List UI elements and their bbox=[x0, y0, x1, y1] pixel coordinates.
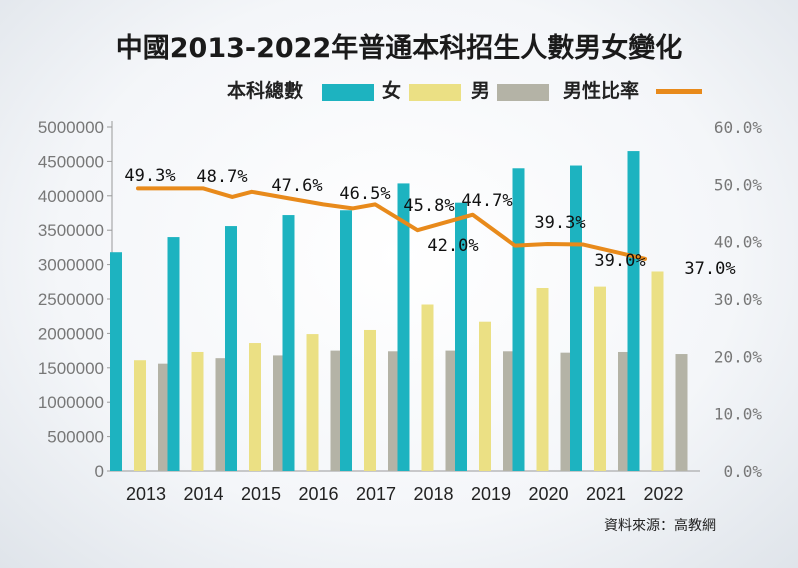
bar-male bbox=[215, 358, 228, 471]
legend-line-swatch bbox=[656, 89, 702, 94]
source-note: 資料來源：高教網 bbox=[604, 517, 716, 534]
y-left-tick-label: 3500000 bbox=[38, 221, 104, 240]
y-left-tick-label: 2000000 bbox=[38, 324, 104, 343]
legend-swatch bbox=[497, 84, 549, 101]
y-left-tick-label: 5000000 bbox=[38, 118, 104, 137]
rate-data-label: 37.0% bbox=[684, 259, 735, 279]
x-tick-label: 2019 bbox=[471, 484, 511, 504]
bar-female bbox=[536, 287, 549, 471]
y-right-tick-label: 20.0% bbox=[714, 347, 763, 366]
legend: 本科總數 女 男 男性比率 bbox=[227, 79, 702, 102]
rate-data-label: 44.7% bbox=[461, 191, 512, 211]
bar-male bbox=[503, 351, 515, 471]
legend-swatch bbox=[322, 84, 374, 101]
bar-female bbox=[134, 360, 146, 471]
rate-data-label: 39.3% bbox=[534, 213, 585, 233]
y-left-tick-label: 1500000 bbox=[38, 359, 104, 378]
bar-total bbox=[397, 183, 410, 471]
axes: 0 500000 1000000 1500000 2000000 2500000 30000… bbox=[38, 118, 763, 504]
bar-total bbox=[110, 252, 122, 471]
x-tick-label: 2018 bbox=[413, 484, 453, 504]
y-right-tick-label: 0.0% bbox=[723, 462, 762, 481]
y-left-tick-label: 500000 bbox=[47, 428, 104, 447]
bar-total bbox=[282, 215, 295, 471]
bar-female bbox=[364, 329, 376, 471]
bar-male bbox=[158, 363, 170, 471]
bar-total bbox=[225, 226, 237, 471]
rate-data-label: 46.5% bbox=[339, 184, 390, 204]
bar-male bbox=[445, 350, 458, 471]
rate-line bbox=[136, 186, 647, 261]
bar-female bbox=[191, 351, 204, 471]
x-tick-label: 2021 bbox=[586, 484, 626, 504]
rate-labels: 49.3% 48.7% 47.6% 46.5% 45.8% 42.0% 44.7% 39.3%… bbox=[124, 166, 735, 279]
legend-swatch bbox=[409, 84, 461, 101]
y-left-tick-label: 4500000 bbox=[38, 152, 104, 171]
bar-total bbox=[167, 237, 180, 471]
rate-data-label: 39.0% bbox=[594, 251, 645, 271]
bar-female bbox=[249, 343, 261, 471]
bar-female bbox=[421, 304, 434, 471]
x-tick-label: 2013 bbox=[126, 484, 166, 504]
chart-title: 中國2013-2022年普通本科招生人數男女變化 bbox=[116, 32, 683, 64]
bar-male bbox=[560, 352, 573, 471]
rate-data-label: 48.7% bbox=[196, 167, 247, 187]
legend-label: 男性比率 bbox=[563, 79, 639, 102]
bar-male bbox=[388, 351, 400, 471]
bar-total bbox=[340, 210, 352, 472]
legend-label: 男 bbox=[471, 80, 490, 102]
rate-data-label: 42.0% bbox=[427, 236, 478, 256]
y-right-tick-label: 50.0% bbox=[714, 175, 763, 194]
y-right-tick-label: 30.0% bbox=[714, 290, 763, 309]
bar-total bbox=[570, 165, 582, 471]
rate-data-label: 45.8% bbox=[403, 196, 454, 216]
bar-female bbox=[651, 271, 664, 471]
legend-label: 女 bbox=[382, 79, 401, 102]
x-tick-label: 2015 bbox=[241, 484, 281, 504]
rate-data-label: 47.6% bbox=[271, 176, 322, 196]
bar-male bbox=[273, 355, 285, 471]
rate-data-label: 49.3% bbox=[124, 166, 175, 186]
bar-female bbox=[594, 286, 606, 471]
legend-label: 本科總數 bbox=[227, 79, 303, 102]
bar-female bbox=[306, 334, 319, 471]
x-tick-label: 2016 bbox=[298, 484, 338, 504]
y-right-tick-label: 10.0% bbox=[714, 405, 763, 424]
bar-female bbox=[479, 321, 491, 471]
x-tick-label: 2022 bbox=[643, 484, 683, 504]
y-left-tick-label: 0 bbox=[95, 462, 104, 481]
y-left-tick-label: 3000000 bbox=[38, 256, 104, 275]
bar-male bbox=[675, 354, 688, 471]
y-left-tick-label: 2500000 bbox=[38, 290, 104, 309]
bar-total bbox=[455, 202, 467, 471]
x-tick-label: 2020 bbox=[528, 484, 568, 504]
bar-total bbox=[512, 168, 525, 471]
bar-male bbox=[330, 350, 343, 471]
x-tick-label: 2017 bbox=[356, 484, 396, 504]
y-left-tick-label: 4000000 bbox=[38, 187, 104, 206]
bar-total bbox=[627, 151, 640, 471]
y-right-tick-label: 40.0% bbox=[714, 233, 763, 252]
y-right-tick-label: 60.0% bbox=[714, 118, 763, 137]
bars bbox=[110, 151, 688, 472]
rate-line-path bbox=[136, 186, 647, 261]
x-tick-label: 2014 bbox=[183, 484, 223, 504]
bar-male bbox=[618, 351, 630, 471]
y-left-tick-label: 1000000 bbox=[38, 393, 104, 412]
